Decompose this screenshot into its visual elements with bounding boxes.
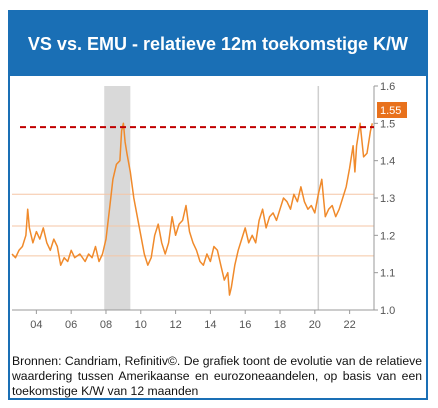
y-tick-label: 1.0 — [380, 305, 395, 317]
x-tick-label: 22 — [344, 319, 356, 331]
series-line — [11, 122, 374, 296]
y-tick-label: 1.2 — [380, 230, 395, 242]
y-tick-label: 1.5 — [380, 118, 395, 130]
x-tick-label: 16 — [239, 319, 251, 331]
chart-title: VS vs. EMU - relatieve 12m toekomstige K… — [10, 12, 426, 76]
y-tick-label: 1.1 — [380, 268, 395, 280]
shaded-period — [104, 86, 131, 310]
x-tick-label: 14 — [204, 319, 216, 331]
x-tick-label: 10 — [135, 319, 147, 331]
x-tick-label: 08 — [100, 319, 112, 331]
y-tick-label: 1.4 — [380, 156, 395, 168]
chart-area: 1.0 1.1 1.2 1.3 1.4 1.5 1.6 04 06 08 10 12 14 16 18 20 2… — [10, 76, 426, 352]
y-tick-label: 1.3 — [380, 193, 395, 205]
last-value-badge — [377, 102, 407, 118]
line-chart: 1.0 1.1 1.2 1.3 1.4 1.5 1.6 04 06 08 10 12 14 16 18 20 2… — [11, 81, 407, 331]
x-tick-label: 12 — [169, 319, 181, 331]
x-tick-label: 06 — [65, 319, 77, 331]
y-tick-label: 1.6 — [380, 81, 395, 93]
x-tick-label: 18 — [274, 319, 286, 331]
x-tick-label: 04 — [30, 319, 42, 331]
x-tick-label: 20 — [309, 319, 321, 331]
chart-card: VS vs. EMU - relatieve 12m toekomstige K… — [8, 10, 428, 400]
last-value-label: 1.55 — [380, 105, 401, 117]
source-caption: Bronnen: Candriam, Refinitiv©. De grafie… — [12, 354, 422, 398]
